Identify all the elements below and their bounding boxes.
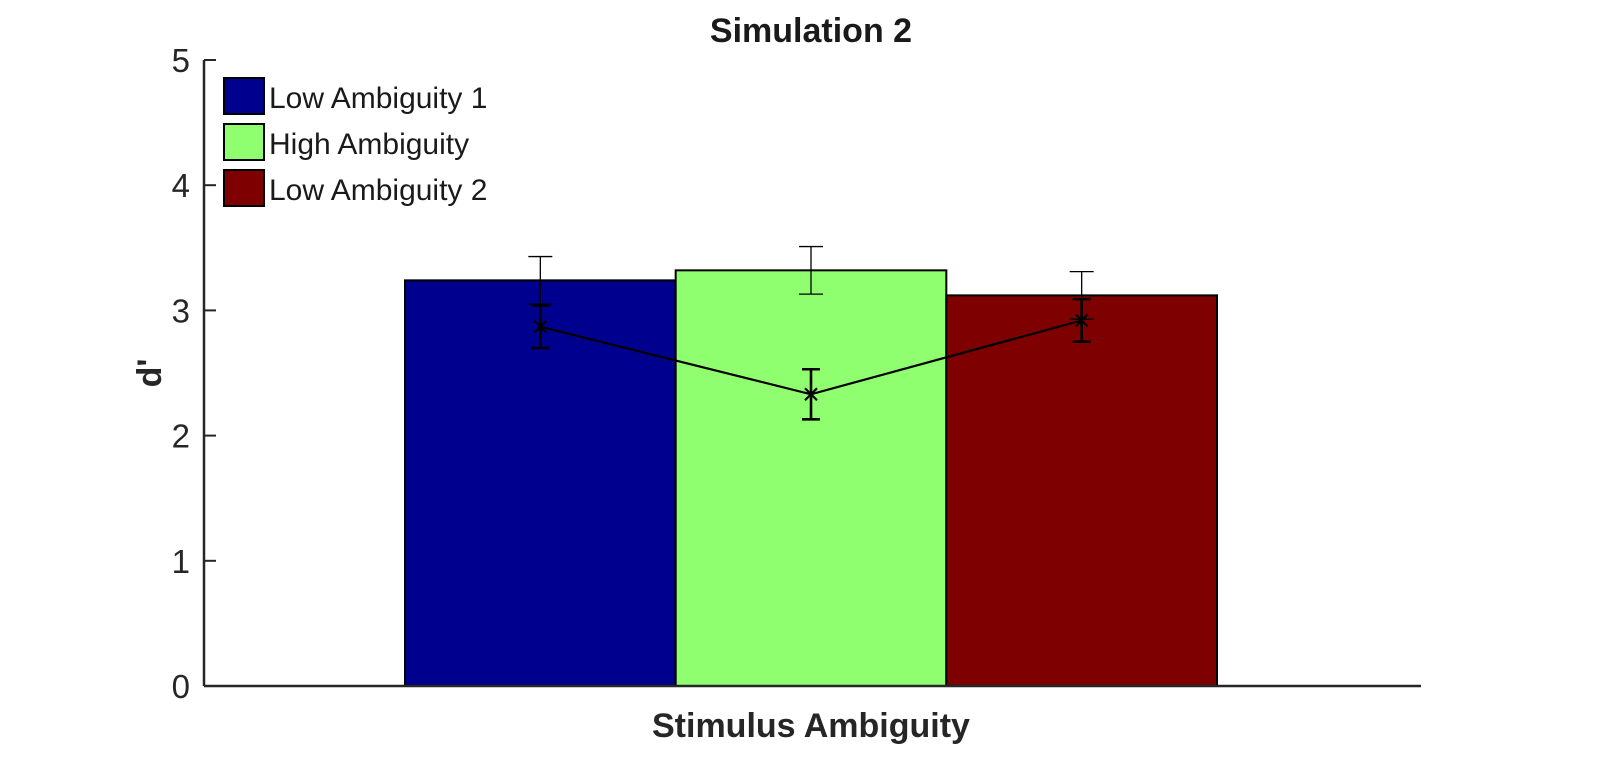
overlay-line-series	[531, 297, 1091, 421]
y-tick-label: 3	[172, 292, 190, 329]
chart-title: Simulation 2	[710, 12, 912, 50]
y-ticks: 0 1 2 3 4 5	[172, 42, 216, 705]
legend-swatch	[223, 123, 265, 161]
legend-swatch	[223, 77, 265, 115]
y-tick-label: 4	[172, 167, 190, 204]
overlay-marker	[533, 319, 548, 334]
y-tick-label: 2	[172, 418, 190, 455]
bar	[674, 269, 948, 687]
legend-entry: High Ambiguity	[269, 128, 469, 161]
y-tick-label: 5	[172, 42, 190, 79]
overlay-marker	[804, 387, 818, 402]
x-axis-label: Stimulus Ambiguity	[652, 707, 970, 745]
y-tick-label: 0	[172, 668, 190, 705]
y-tick-label: 1	[172, 543, 190, 580]
overlay-marker	[1074, 313, 1089, 328]
legend-entry: Low Ambiguity 2	[269, 174, 487, 207]
legend: Low Ambiguity 1 High Ambiguity Low Ambigui…	[223, 77, 487, 207]
y-axis-label: d'	[131, 359, 169, 388]
legend-entry: Low Ambiguity 1	[269, 82, 487, 115]
bars	[404, 269, 1218, 687]
legend-swatch	[223, 169, 265, 207]
bar	[945, 294, 1218, 687]
